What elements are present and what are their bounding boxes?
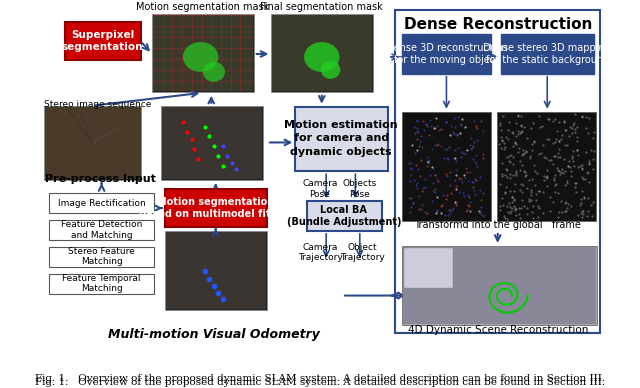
Text: Object
Trajectory: Object Trajectory (340, 243, 385, 262)
Text: Fig. 1.   Overview of the proposed dynamic SLAM system. A detailed description c: Fig. 1. Overview of the proposed dynamic… (35, 374, 605, 383)
FancyBboxPatch shape (402, 246, 596, 326)
FancyBboxPatch shape (49, 220, 154, 240)
FancyBboxPatch shape (501, 34, 594, 74)
FancyBboxPatch shape (162, 107, 262, 179)
FancyBboxPatch shape (497, 112, 596, 221)
FancyBboxPatch shape (65, 22, 141, 60)
Text: Image Rectification: Image Rectification (58, 199, 145, 208)
Text: Feature Temporal
Matching: Feature Temporal Matching (62, 274, 141, 293)
Ellipse shape (203, 62, 225, 82)
Text: Multi-motion Visual Odometry: Multi-motion Visual Odometry (108, 328, 320, 341)
Text: Feature Detection
and Matching: Feature Detection and Matching (61, 220, 142, 240)
FancyBboxPatch shape (165, 231, 267, 310)
Text: Stereo image sequence: Stereo image sequence (44, 100, 152, 109)
FancyBboxPatch shape (166, 232, 266, 310)
Text: Motion segmentation mask: Motion segmentation mask (136, 2, 269, 12)
Text: Fig. 1.   Overview of the proposed dynamic SLAM system. A detailed description c: Fig. 1. Overview of the proposed dynamic… (35, 378, 605, 386)
Text: Dense stereo 3D mapping
for the static background: Dense stereo 3D mapping for the static b… (483, 43, 611, 65)
FancyBboxPatch shape (45, 107, 141, 179)
Text: Pre-process Input: Pre-process Input (45, 174, 156, 184)
FancyBboxPatch shape (49, 274, 154, 294)
FancyBboxPatch shape (404, 248, 452, 288)
FancyBboxPatch shape (295, 107, 388, 171)
FancyBboxPatch shape (153, 15, 253, 91)
Ellipse shape (321, 61, 340, 79)
Text: 4D Dynamic Scene Reconstruction: 4D Dynamic Scene Reconstruction (408, 326, 588, 335)
FancyBboxPatch shape (161, 106, 262, 180)
FancyBboxPatch shape (402, 34, 491, 74)
Text: Dense 3D reconstruction
for the moving object: Dense 3D reconstruction for the moving o… (386, 43, 508, 65)
FancyBboxPatch shape (49, 193, 154, 213)
Text: Motion segmentation
based on multimodel fitting: Motion segmentation based on multimodel … (139, 197, 292, 219)
Bar (44, 186, 159, 310)
Ellipse shape (304, 42, 339, 72)
Text: Objects
Pose: Objects Pose (342, 179, 377, 199)
FancyBboxPatch shape (152, 14, 253, 92)
FancyBboxPatch shape (395, 10, 600, 333)
FancyBboxPatch shape (403, 247, 596, 324)
Text: Final segmentation mask: Final segmentation mask (260, 2, 383, 12)
Text: Dense Reconstruction: Dense Reconstruction (404, 17, 592, 32)
Ellipse shape (183, 42, 218, 72)
FancyBboxPatch shape (49, 247, 154, 267)
FancyBboxPatch shape (402, 112, 491, 221)
Text: Camera
Trajectory: Camera Trajectory (298, 243, 342, 262)
Text: Superpixel
segmentation: Superpixel segmentation (61, 30, 143, 52)
FancyBboxPatch shape (271, 14, 373, 92)
FancyBboxPatch shape (307, 201, 382, 231)
FancyBboxPatch shape (44, 106, 141, 180)
Text: Transformd into the global   frame: Transformd into the global frame (414, 220, 581, 230)
Text: Camera
Pose: Camera Pose (302, 179, 338, 199)
Text: Local BA
(Bundle Adjustment): Local BA (Bundle Adjustment) (287, 205, 401, 227)
Text: Stereo Feature
Matching: Stereo Feature Matching (68, 247, 135, 267)
Bar (40, 97, 394, 340)
FancyBboxPatch shape (165, 189, 267, 227)
FancyBboxPatch shape (37, 2, 603, 388)
FancyBboxPatch shape (272, 15, 372, 91)
Text: Motion estimation
for camera and
dynamic objects: Motion estimation for camera and dynamic… (284, 120, 398, 157)
